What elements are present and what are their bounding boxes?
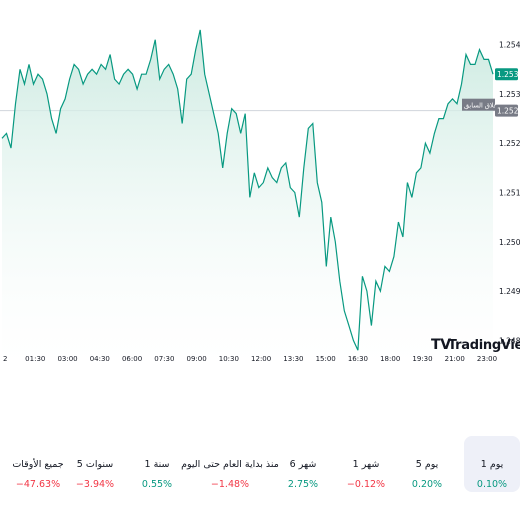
y-tick-label: 1.25200 <box>499 139 520 148</box>
performance-period-4[interactable]: منذ بداية العام حتى اليوم −1.48% <box>180 436 280 492</box>
price-area-fill <box>2 29 493 366</box>
y-tick-label: 1.24900 <box>499 287 520 296</box>
x-tick-label: 13:30 <box>283 355 303 363</box>
performance-period-value: −0.12% <box>346 479 386 490</box>
tradingview-logo-mark: TV <box>431 337 451 353</box>
x-tick-label: 01:30 <box>25 355 45 363</box>
x-tick-label: 2 <box>3 355 7 363</box>
y-tick-label: 1.25100 <box>499 189 520 198</box>
performance-period-6[interactable]: 5 سنوات −3.94% <box>65 436 125 492</box>
x-tick-label: 10:30 <box>219 355 239 363</box>
performance-period-label: منذ بداية العام حتى اليوم <box>181 459 279 470</box>
y-axis: 1.25400 1.25300 1.25200 1.25100 1.25000 1.249… <box>499 41 520 346</box>
performance-period-label: جميع الأوقات <box>12 459 64 470</box>
last-price-tag: 1.25349 <box>497 70 520 79</box>
performance-period-value: −3.94% <box>75 479 115 490</box>
tradingview-logo[interactable]: TV TradingView <box>431 337 520 353</box>
performance-period-2[interactable]: 1 شهر −0.12% <box>338 436 394 492</box>
performance-period-label: 6 شهر <box>289 459 317 470</box>
performance-period-value: 0.55% <box>141 479 173 490</box>
performance-period-label: 1 سنة <box>144 459 170 470</box>
performance-period-0[interactable]: 1 يوم 0.10% <box>464 436 520 492</box>
last-price-tag-bg <box>495 68 518 81</box>
price-line <box>1 29 494 351</box>
x-axis: 2 01:30 03:00 04:30 06:00 07:30 09:00 10:30 12:0… <box>3 355 497 363</box>
y-tick-label: 1.25300 <box>499 90 520 99</box>
performance-period-label: 1 شهر <box>352 459 380 470</box>
performance-period-label: 5 سنوات <box>76 459 114 470</box>
price-chart[interactable]: 1.25400 1.25300 1.25200 1.25100 1.25000 1.249… <box>0 0 520 380</box>
x-tick-label: 12:00 <box>251 355 271 363</box>
performance-period-value: 2.75% <box>287 479 319 490</box>
y-tick-label: 1.25000 <box>499 238 520 247</box>
performance-period-label: 5 يوم <box>415 459 439 470</box>
performance-period-value: −47.63% <box>15 479 61 490</box>
performance-period-value: −1.48% <box>210 479 250 490</box>
x-tick-label: 09:00 <box>187 355 207 363</box>
x-tick-label: 23:00 <box>477 355 497 363</box>
prev-close-label: الإغلاق السابق <box>464 102 503 110</box>
y-tick-label: 1.25400 <box>499 41 520 50</box>
x-tick-label: 07:30 <box>154 355 174 363</box>
performance-period-7[interactable]: جميع الأوقات −47.63% <box>5 436 71 492</box>
performance-period-value: 0.20% <box>411 479 443 490</box>
performance-period-5[interactable]: 1 سنة 0.55% <box>132 436 182 492</box>
prev-close-tag: 1.25266 <box>497 107 520 116</box>
performance-period-1[interactable]: 5 يوم 0.20% <box>399 436 455 492</box>
x-tick-label: 16:30 <box>348 355 368 363</box>
x-tick-label: 03:00 <box>57 355 77 363</box>
x-tick-label: 06:00 <box>122 355 142 363</box>
x-tick-label: 18:00 <box>380 355 400 363</box>
tradingview-brand-name: TradingView <box>448 338 520 353</box>
x-tick-label: 19:30 <box>412 355 432 363</box>
x-tick-label: 04:30 <box>90 355 110 363</box>
x-tick-label: 15:00 <box>316 355 336 363</box>
performance-period-label: 1 يوم <box>480 459 504 470</box>
performance-periods: 1 يوم 0.10% 5 يوم 0.20% 1 شهر −0.12% 6 شهر 2.75… <box>0 436 520 520</box>
x-tick-label: 21:00 <box>445 355 465 363</box>
y-tick-label: 1.24800 <box>499 336 520 345</box>
performance-period-value: 0.10% <box>476 479 508 490</box>
prev-close-tag-bg <box>495 104 518 117</box>
performance-period-3[interactable]: 6 شهر 2.75% <box>275 436 331 492</box>
prev-close-label-bg <box>462 98 495 111</box>
